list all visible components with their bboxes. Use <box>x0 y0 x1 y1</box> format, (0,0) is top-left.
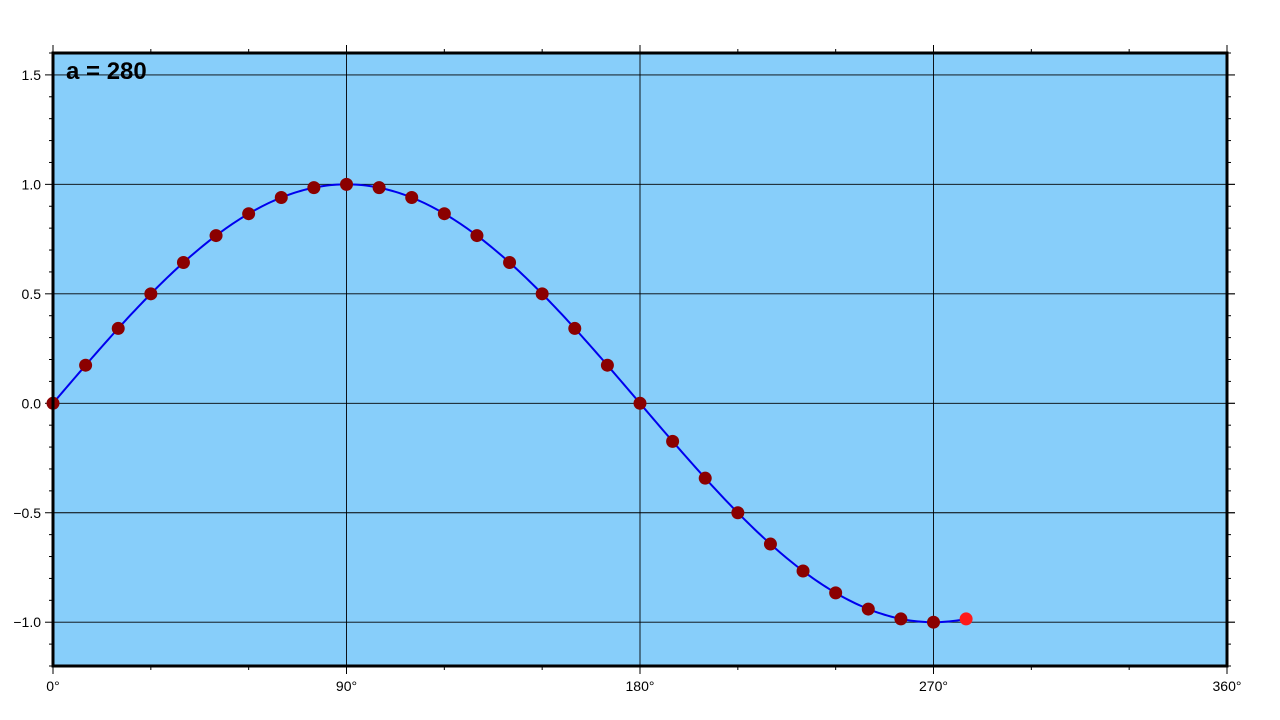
data-point <box>470 229 484 243</box>
data-point <box>144 287 158 301</box>
data-point <box>503 256 517 270</box>
x-tick-label: 360° <box>1213 678 1242 694</box>
x-tick-label: 0° <box>46 678 59 694</box>
data-point <box>568 321 582 335</box>
data-point <box>111 321 125 335</box>
data-point <box>307 181 321 195</box>
y-tick-label: −0.5 <box>13 505 41 521</box>
current-point <box>959 612 973 626</box>
y-tick-label: 1.0 <box>22 176 42 192</box>
data-point <box>927 615 940 629</box>
data-point <box>340 177 353 191</box>
y-tick-label: 0.5 <box>22 286 42 302</box>
x-tick-label: 270° <box>919 678 948 694</box>
y-tick-label: −1.0 <box>13 614 41 630</box>
data-point <box>861 602 875 616</box>
data-point <box>405 190 419 204</box>
data-point <box>829 586 843 600</box>
data-point <box>535 287 549 301</box>
data-point <box>600 358 614 372</box>
data-point <box>209 229 223 243</box>
x-tick-label: 90° <box>336 678 357 694</box>
series-layer <box>46 177 973 629</box>
data-point <box>242 207 256 221</box>
data-point <box>666 434 680 448</box>
data-point <box>437 207 451 221</box>
data-point <box>372 181 386 195</box>
data-point <box>633 396 647 410</box>
y-tick-label: 0.0 <box>22 395 42 411</box>
data-point <box>176 256 190 270</box>
data-point <box>763 537 777 551</box>
tick-labels: 0° 90° 180° 270° 360° −1.0 −0.5 0.0 0.5 1.0 1.5 <box>13 67 1241 694</box>
data-point <box>274 190 288 204</box>
data-point <box>698 471 712 485</box>
x-tick-label: 180° <box>626 678 655 694</box>
data-point <box>796 564 810 578</box>
plot-frame <box>51 51 1229 668</box>
y-tick-label: 1.5 <box>22 67 42 83</box>
annotation-label: a = 280 <box>66 58 147 85</box>
data-point <box>731 506 745 520</box>
data-point <box>79 358 93 372</box>
data-point <box>894 612 908 626</box>
